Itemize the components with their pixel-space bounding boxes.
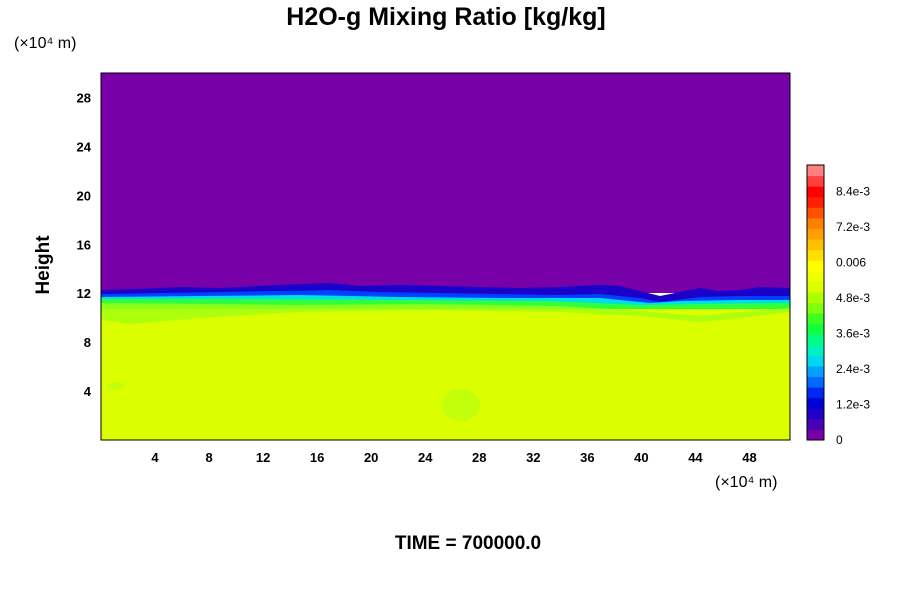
colorbar-frame: [806, 164, 825, 441]
y-tick-label: 20: [77, 188, 91, 203]
x-tick-label: 4: [151, 450, 159, 465]
x-tick-label: 20: [364, 450, 378, 465]
colorbar-swatch: [807, 323, 824, 335]
colorbar-swatch: [807, 207, 824, 219]
colorbar-swatch: [807, 429, 824, 441]
colorbar-swatch: [807, 334, 824, 346]
moist-patch: [442, 389, 480, 421]
colorbar-swatch: [807, 249, 824, 261]
y-unit-label: (×10⁴ m): [14, 35, 76, 52]
y-axis-label: Height: [33, 235, 54, 295]
time-label: TIME = 700000.0: [395, 533, 541, 554]
colorbar-swatch: [807, 365, 824, 378]
x-tick-label: 44: [688, 450, 703, 465]
x-tick-label: 8: [205, 450, 212, 465]
colorbar-ticks: 8.4e-3 7.2e-3 0.006 4.8e-3 3.6e-3 2.4e-3 1.2e-…: [836, 185, 870, 447]
colorbar-swatch: [807, 376, 824, 388]
colorbar-swatch: [807, 418, 824, 430]
y-tick-label: 8: [84, 335, 91, 350]
colorbar-swatch: [807, 302, 824, 314]
colorbar-tick-label: 2.4e-3: [836, 362, 870, 376]
x-unit-label: (×10⁴ m): [715, 474, 777, 491]
x-tick-label: 28: [472, 450, 486, 465]
colorbar-swatch: [807, 408, 824, 420]
colorbar-swatch: [807, 165, 824, 177]
colorbar: [806, 164, 825, 441]
colorbar-swatch: [807, 175, 824, 187]
x-tick-label: 16: [310, 450, 324, 465]
colorbar-swatch: [807, 186, 824, 198]
colorbar-tick-label: 8.4e-3: [836, 185, 870, 199]
y-tick-label: 24: [77, 139, 92, 154]
colorbar-swatch: [807, 217, 824, 229]
y-axis-ticks: 4 8 12 16 20 24 28: [77, 90, 92, 399]
colorbar-swatch: [807, 397, 824, 409]
x-tick-label: 24: [418, 450, 433, 465]
colorbar-swatch: [807, 196, 824, 208]
dry-upper-region: [101, 73, 790, 293]
colorbar-swatch: [807, 270, 824, 282]
colorbar-tick-label: 1.2e-3: [836, 398, 870, 412]
colorbar-tick-label: 0: [836, 433, 843, 447]
colorbar-swatch: [807, 387, 824, 399]
x-tick-label: 32: [526, 450, 540, 465]
x-tick-label: 12: [256, 450, 270, 465]
chart-title: H2O-g Mixing Ratio [kg/kg]: [286, 3, 605, 31]
colorbar-swatch: [807, 313, 824, 325]
colorbar-tick-label: 4.8e-3: [836, 291, 870, 305]
colorbar-swatch: [807, 260, 824, 272]
colorbar-tick-label: 0.006: [836, 256, 866, 270]
colorbar-tick-label: 7.2e-3: [836, 220, 870, 234]
colorbar-swatch: [807, 344, 824, 356]
moist-lower-region: [101, 300, 790, 440]
colorbar-tick-label: 3.6e-3: [836, 327, 870, 341]
colorbar-swatch: [807, 355, 824, 367]
colorbar-swatch: [807, 291, 824, 303]
y-tick-label: 4: [84, 384, 92, 399]
plot-frame: [100, 72, 791, 441]
y-tick-label: 16: [77, 237, 91, 252]
x-tick-label: 36: [580, 450, 594, 465]
plot-area: [100, 72, 791, 441]
x-tick-label: 40: [634, 450, 648, 465]
y-tick-label: 28: [77, 90, 91, 105]
transition-band-lime: [101, 303, 790, 324]
colorbar-swatch: [807, 239, 824, 251]
colorbar-swatch: [807, 228, 824, 240]
x-axis-ticks: 4 8 12 16 20 24 28 32 36 40 44 48: [151, 450, 756, 465]
y-tick-label: 12: [77, 286, 91, 301]
moist-patch-small: [108, 382, 124, 390]
x-tick-label: 48: [742, 450, 756, 465]
colorbar-swatch: [807, 281, 824, 293]
